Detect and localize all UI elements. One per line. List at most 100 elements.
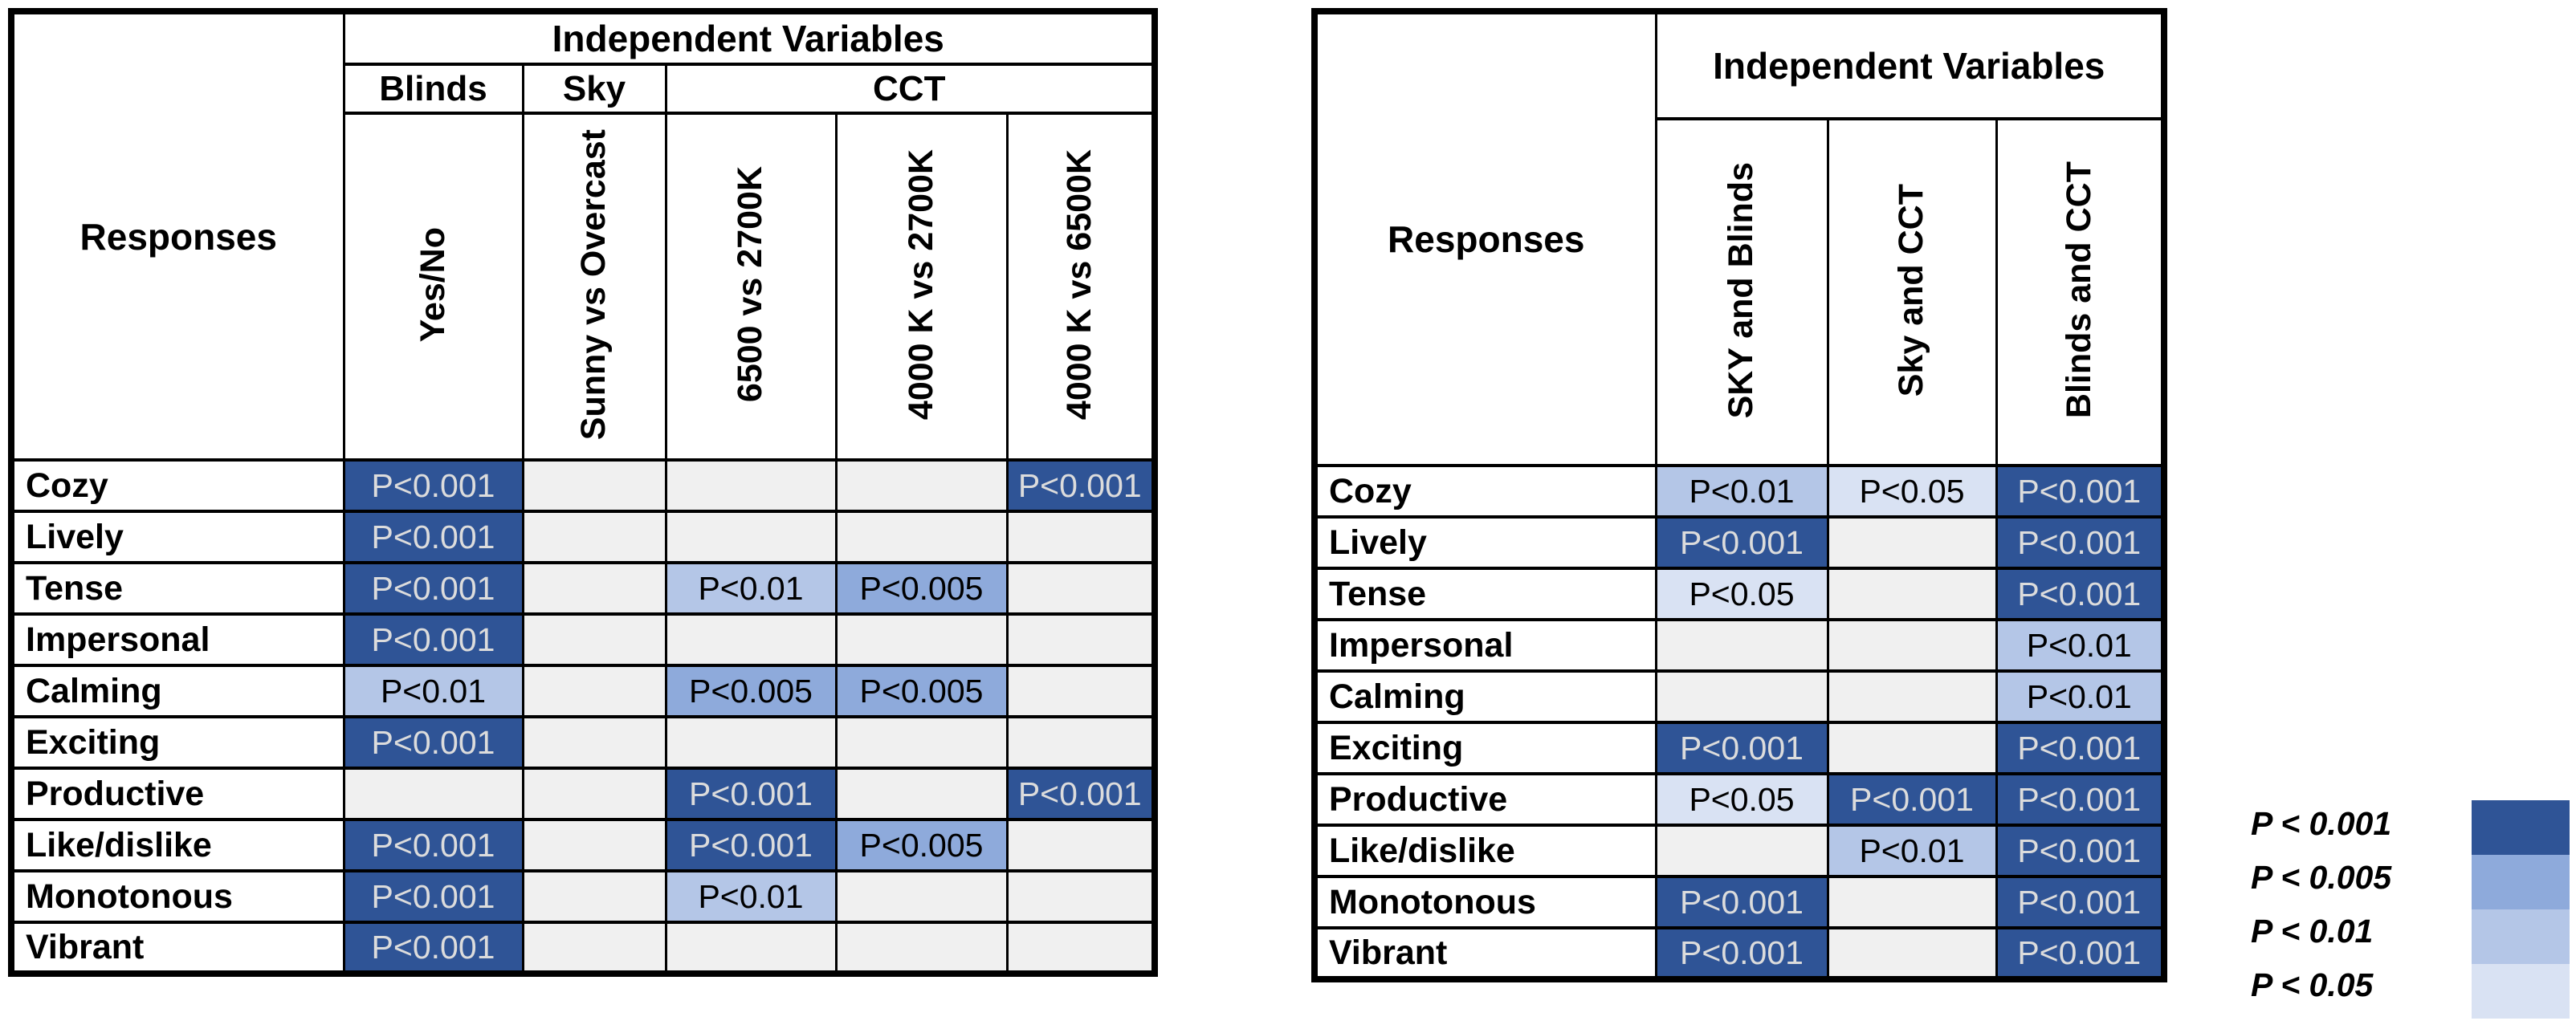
p-value-cell: P<0.001 [342, 921, 524, 975]
legend-swatch-p01 [2472, 909, 2570, 964]
p-value-cell: P<0.001 [1995, 464, 2166, 519]
empty-cell [342, 767, 524, 821]
empty-cell [1654, 618, 1829, 673]
p-value-cell: P<0.001 [1654, 926, 1829, 981]
row-header-responses: Responses [10, 10, 345, 462]
main-effects-table: Responses Independent Variables Blinds S… [8, 8, 1159, 977]
empty-cell [521, 715, 667, 770]
table-row: Monotonous P<0.001 P<0.001 [1313, 875, 2166, 929]
p-value-cell: P<0.001 [1005, 767, 1156, 821]
row-label: Lively [10, 510, 345, 564]
p-value-cell: P<0.001 [1005, 458, 1156, 513]
p-value-cell: P<0.01 [664, 869, 838, 924]
legend-swatch-p005 [2472, 855, 2570, 909]
empty-cell [664, 510, 838, 564]
table-row: Exciting P<0.001 P<0.001 [1313, 721, 2166, 775]
row-label: Cozy [10, 458, 345, 513]
p-value-cell: P<0.001 [1654, 721, 1829, 775]
empty-cell [1005, 561, 1156, 616]
table-row: Tense P<0.001 P<0.01 P<0.005 [10, 561, 1156, 616]
table-row: Calming P<0.01 P<0.005 P<0.005 [10, 664, 1156, 718]
empty-cell [834, 767, 1009, 821]
empty-cell [664, 921, 838, 975]
empty-cell [1826, 875, 1998, 929]
empty-cell [1005, 612, 1156, 667]
col-header-blinds-and-cct: Blinds and CCT [1995, 117, 2166, 467]
table-row: Productive P<0.001 P<0.001 [10, 767, 1156, 821]
legend-label-p01: P < 0.01 [2251, 913, 2374, 950]
empty-cell [664, 458, 838, 513]
empty-cell [834, 921, 1009, 975]
col-header-6500-vs-2700k: 6500 vs 2700K [664, 112, 838, 462]
interaction-effects-table: Responses Independent Variables SKY and … [1311, 8, 2168, 982]
p-value-cell: P<0.001 [1995, 515, 2166, 570]
row-header-responses: Responses [1313, 10, 1657, 467]
table-title: Independent Variables [342, 10, 1156, 66]
row-label: Vibrant [10, 921, 345, 975]
col-header-label: 6500 vs 2700K [731, 166, 770, 403]
row-label: Exciting [1313, 721, 1657, 775]
col-header-label: Yes/No [413, 226, 452, 343]
main-effects-table-body: Cozy P<0.001 P<0.001 Lively P<0.001 Tense P<0.… [10, 458, 1156, 975]
empty-cell [521, 767, 667, 821]
col-header-sunny-vs-overcast: Sunny vs Overcast [521, 112, 667, 462]
col-header-4000k-vs-2700k: 4000 K vs 2700K [834, 112, 1009, 462]
p-value-cell: P<0.001 [1995, 772, 2166, 827]
p-value-cell: P<0.001 [342, 458, 524, 513]
empty-cell [1005, 818, 1156, 872]
p-value-cell: P<0.001 [1995, 721, 2166, 775]
p-value-cell: P<0.001 [342, 715, 524, 770]
p-value-cell: P<0.05 [1826, 464, 1998, 519]
empty-cell [1005, 869, 1156, 924]
table-row: Exciting P<0.001 [10, 715, 1156, 770]
col-group-blinds: Blinds [342, 63, 524, 115]
p-value-cell: P<0.001 [664, 818, 838, 872]
empty-cell [834, 612, 1009, 667]
empty-cell [521, 612, 667, 667]
empty-cell [1005, 510, 1156, 564]
empty-cell [1826, 618, 1998, 673]
col-header-4000k-vs-6500k: 4000 K vs 6500K [1005, 112, 1156, 462]
empty-cell [834, 458, 1009, 513]
row-label: Calming [1313, 669, 1657, 724]
legend-label-p005: P < 0.005 [2251, 859, 2392, 896]
table-row: Lively P<0.001 [10, 510, 1156, 564]
table-row: Lively P<0.001 P<0.001 [1313, 515, 2166, 570]
col-header-label: 4000 K vs 2700K [901, 148, 940, 421]
empty-cell [1654, 824, 1829, 878]
table-row: Like/dislike P<0.01 P<0.001 [1313, 824, 2166, 878]
p-value-cell: P<0.005 [834, 818, 1009, 872]
p-value-cell: P<0.005 [834, 664, 1009, 718]
row-label: Productive [1313, 772, 1657, 827]
p-value-cell: P<0.01 [342, 664, 524, 718]
empty-cell [521, 869, 667, 924]
table-row: Like/dislike P<0.001 P<0.001 P<0.005 [10, 818, 1156, 872]
p-value-cell: P<0.001 [342, 818, 524, 872]
p-value-cell: P<0.01 [664, 561, 838, 616]
p-value-cell: P<0.05 [1654, 772, 1829, 827]
empty-cell [521, 818, 667, 872]
p-value-cell: P<0.001 [342, 869, 524, 924]
p-value-cell: P<0.001 [342, 612, 524, 667]
empty-cell [834, 869, 1009, 924]
legend-label-p05: P < 0.05 [2251, 966, 2374, 1003]
table-title: Independent Variables [1654, 10, 2166, 120]
table-row: Impersonal P<0.001 [10, 612, 1156, 667]
legend-swatch-p001 [2472, 800, 2570, 855]
p-value-cell: P<0.05 [1654, 567, 1829, 621]
col-header-label: 4000 K vs 6500K [1060, 148, 1099, 421]
empty-cell [834, 510, 1009, 564]
table-row: Cozy P<0.001 P<0.001 [10, 458, 1156, 513]
p-value-cell: P<0.001 [1995, 875, 2166, 929]
p-value-cell: P<0.001 [1995, 926, 2166, 981]
empty-cell [1826, 567, 1998, 621]
empty-cell [521, 510, 667, 564]
p-value-cell: P<0.005 [834, 561, 1009, 616]
legend-swatch-p05 [2472, 964, 2570, 1019]
p-value-cell: P<0.001 [1995, 824, 2166, 878]
empty-cell [664, 715, 838, 770]
table-row: Vibrant P<0.001 P<0.001 [1313, 926, 2166, 981]
legend-labels: P < 0.001 P < 0.005 P < 0.01 P < 0.05 [2228, 797, 2447, 1012]
p-value-cell: P<0.01 [1995, 669, 2166, 724]
empty-cell [1826, 721, 1998, 775]
